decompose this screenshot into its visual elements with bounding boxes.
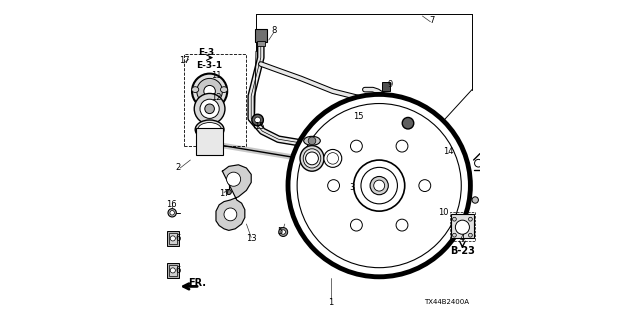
Bar (184, 54, 246, 146)
Circle shape (252, 114, 264, 126)
Text: 17: 17 (219, 189, 229, 198)
Text: E-3: E-3 (198, 48, 214, 57)
Polygon shape (216, 165, 251, 230)
Text: 15: 15 (254, 122, 264, 131)
Ellipse shape (198, 123, 221, 137)
Text: 14: 14 (443, 148, 453, 156)
Circle shape (170, 268, 175, 273)
Circle shape (370, 176, 388, 195)
Circle shape (351, 219, 362, 231)
Circle shape (396, 219, 408, 231)
Circle shape (224, 208, 237, 221)
Circle shape (195, 93, 225, 124)
Text: 15: 15 (353, 112, 364, 121)
Ellipse shape (303, 149, 321, 168)
Text: 17: 17 (179, 56, 189, 65)
Text: 12: 12 (211, 93, 221, 102)
Circle shape (419, 180, 431, 192)
Bar (167, 263, 179, 278)
Bar (196, 128, 223, 155)
Bar (383, 82, 390, 91)
Text: TX44B2400A: TX44B2400A (424, 300, 469, 305)
Bar (167, 231, 179, 246)
Circle shape (227, 172, 241, 186)
Circle shape (354, 160, 404, 211)
Circle shape (361, 167, 397, 204)
Circle shape (456, 220, 470, 234)
Circle shape (204, 85, 215, 97)
Text: 6: 6 (175, 266, 180, 275)
Bar (169, 233, 177, 244)
Text: B-23: B-23 (450, 246, 475, 256)
Circle shape (474, 159, 483, 167)
Circle shape (192, 74, 227, 109)
Circle shape (403, 117, 414, 129)
Circle shape (327, 153, 339, 164)
Circle shape (351, 140, 362, 152)
Circle shape (297, 103, 461, 268)
Circle shape (452, 233, 456, 237)
Ellipse shape (195, 120, 224, 139)
Circle shape (255, 117, 260, 123)
Circle shape (170, 211, 174, 215)
Text: 16: 16 (166, 200, 177, 209)
Circle shape (281, 230, 285, 234)
Text: 4: 4 (460, 234, 465, 243)
Circle shape (468, 217, 472, 221)
Text: 11: 11 (211, 71, 221, 80)
Circle shape (288, 94, 470, 277)
Circle shape (308, 137, 316, 145)
Text: 10: 10 (438, 208, 449, 217)
Circle shape (452, 217, 456, 221)
Bar (451, 214, 474, 238)
Circle shape (227, 189, 232, 195)
Circle shape (170, 236, 175, 241)
Text: FR.: FR. (188, 278, 206, 288)
Circle shape (328, 180, 340, 192)
Circle shape (306, 152, 319, 165)
Text: 9: 9 (388, 80, 393, 89)
Text: 6: 6 (175, 234, 180, 243)
Ellipse shape (300, 146, 324, 171)
Ellipse shape (192, 87, 198, 92)
Circle shape (168, 209, 177, 217)
Text: E-3-1: E-3-1 (196, 61, 223, 70)
Text: 3: 3 (349, 183, 355, 192)
Bar (257, 41, 265, 46)
Text: 8: 8 (271, 26, 276, 35)
Circle shape (196, 78, 223, 104)
Circle shape (205, 104, 214, 114)
Circle shape (468, 233, 472, 237)
Circle shape (396, 140, 408, 152)
Text: 2: 2 (175, 164, 180, 172)
Circle shape (200, 99, 219, 118)
Circle shape (374, 180, 385, 191)
Text: 1: 1 (328, 298, 334, 307)
Bar (255, 29, 267, 42)
Text: 7: 7 (429, 16, 435, 25)
Ellipse shape (220, 87, 228, 92)
Circle shape (472, 197, 479, 203)
Text: 5: 5 (277, 228, 283, 236)
Ellipse shape (304, 136, 321, 145)
Circle shape (324, 149, 342, 167)
Text: 13: 13 (246, 234, 257, 243)
Bar (449, 212, 475, 241)
Circle shape (279, 228, 288, 236)
Bar (169, 265, 177, 276)
